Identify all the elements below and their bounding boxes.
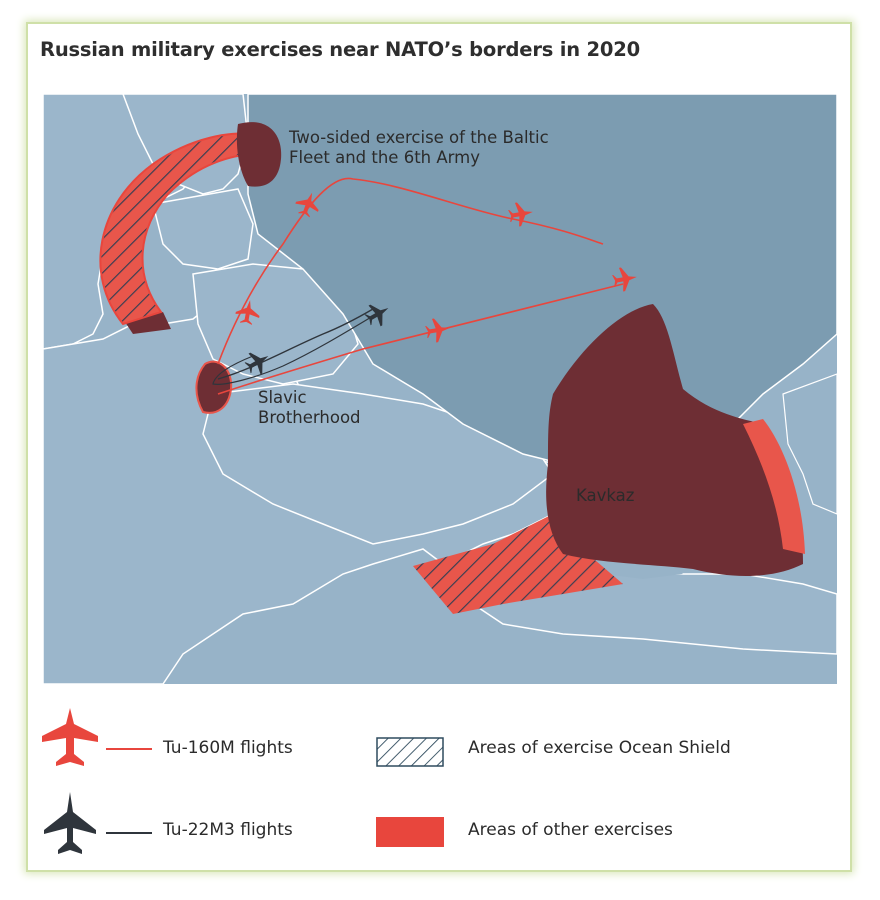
- tu22-plane-icon: [244, 352, 269, 375]
- tu160-plane-icon: [235, 300, 260, 325]
- legend-tu22-plane-icon: [42, 790, 98, 860]
- kavkaz-label: Kavkaz: [576, 486, 635, 505]
- legend-tu22-line-icon: [106, 832, 152, 834]
- legend-ocean-shield-label: Areas of exercise Ocean Shield: [468, 738, 731, 758]
- slavic-brotherhood-area: [195, 360, 233, 414]
- slavic-brotherhood-label: Slavic Brotherhood: [258, 388, 361, 427]
- legend-tu160-line-icon: [106, 748, 152, 750]
- baltic-exercise-area: [236, 122, 282, 187]
- finland: [122, 94, 249, 195]
- legend-tu22-label: Tu-22M3 flights: [163, 820, 293, 840]
- map: Two-sided exercise of the Baltic Fleet a…: [43, 94, 837, 684]
- legend-tu160-plane-icon: [40, 706, 100, 776]
- legend-tu160-label: Tu-160M flights: [163, 738, 293, 758]
- tu160-plane-icon: [425, 318, 450, 343]
- kavkaz-area: [546, 304, 803, 576]
- tu22-plane-icon: [364, 304, 389, 327]
- page-title: Russian military exercises near NATO’s b…: [40, 38, 640, 61]
- tu160-plane-icon: [508, 202, 533, 227]
- caspian-sea: [782, 373, 837, 515]
- tu22-route-outer: [217, 308, 374, 380]
- tu160-route-north: [217, 177, 604, 365]
- tu160-route-east: [217, 283, 624, 395]
- legend-other-exercises-label: Areas of other exercises: [468, 820, 673, 840]
- tu160-plane-icon: [612, 267, 637, 292]
- tu22-route-inner: [212, 315, 374, 385]
- baltic-states: [152, 188, 254, 270]
- legend-fill-swatch-icon: [376, 817, 444, 847]
- baltic-exercise-label: Two-sided exercise of the Baltic Fleet a…: [289, 128, 549, 167]
- caspian-coast-exercise: [743, 419, 805, 554]
- belarus: [192, 263, 359, 385]
- legend-hatch-swatch-icon: [376, 737, 444, 771]
- tu160-plane-icon: [295, 192, 319, 218]
